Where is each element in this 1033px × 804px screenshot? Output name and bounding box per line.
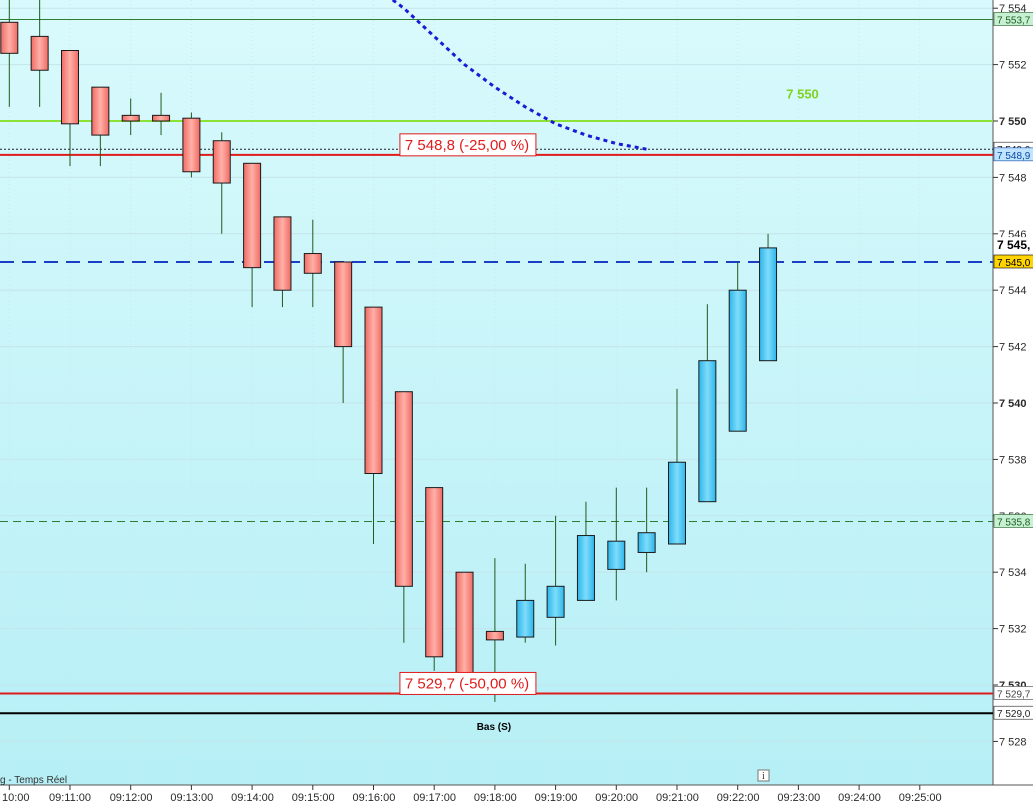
price-tag — [993, 254, 1033, 269]
x-tick-label: 09:14:00 — [231, 792, 274, 804]
price-tag — [993, 686, 1033, 700]
y-tick-label: 7 534 — [999, 567, 1027, 579]
last-price-label: 7 545, — [997, 238, 1030, 252]
y-tick-label: 7 542 — [999, 342, 1027, 354]
price-tag-label: 7 553,7 — [997, 15, 1031, 26]
price-tag-label: 7 535,8 — [997, 517, 1031, 528]
candle-bearish[interactable] — [0, 21, 19, 54]
candle-bearish[interactable] — [455, 571, 474, 678]
last-price-tag — [994, 237, 1033, 253]
candle-bullish[interactable] — [516, 599, 535, 638]
x-tick-label: 09:25:00 — [899, 792, 942, 804]
candle-bearish[interactable] — [182, 117, 201, 173]
info-icon-glyph: i — [762, 771, 765, 782]
price-tag-label: 7 548,9 — [997, 151, 1031, 162]
y-tick-label: 7 538 — [999, 454, 1027, 466]
status-label: g - Temps Réel — [0, 775, 67, 786]
price-tag — [993, 705, 1033, 720]
candle-bullish[interactable] — [728, 289, 747, 432]
low-label: Bas (S) — [477, 722, 511, 733]
price-tag-label: 7 529,7 — [997, 689, 1031, 700]
retracement-label-box — [399, 671, 537, 695]
candle-bearish[interactable] — [152, 114, 171, 122]
plot-area — [0, 0, 993, 785]
candle-bearish[interactable] — [212, 140, 231, 184]
info-icon[interactable] — [757, 769, 770, 782]
candle-bullish[interactable] — [698, 360, 717, 503]
candle-bearish[interactable] — [334, 261, 353, 348]
candle-bullish[interactable] — [668, 461, 686, 545]
y-tick-label: 7 532 — [999, 624, 1027, 636]
retracement-label: 7 529,7 (-50,00 %) — [405, 675, 529, 692]
time-axis — [0, 785, 1033, 804]
x-tick-label: 10:00 — [2, 792, 30, 804]
price-tag — [993, 147, 1033, 162]
x-tick-label: 09:19:00 — [535, 792, 578, 804]
candle-bearish[interactable] — [364, 306, 383, 474]
price-tag-label: 7 545,0 — [997, 258, 1031, 269]
x-tick-label: 09:21:00 — [656, 792, 699, 804]
x-tick-label: 09:24:00 — [838, 792, 881, 804]
x-tick-label: 09:12:00 — [110, 792, 153, 804]
candle-bearish[interactable] — [91, 86, 110, 136]
candle-bearish[interactable] — [303, 253, 322, 274]
candle-bearish[interactable] — [485, 630, 504, 641]
candle-bullish[interactable] — [546, 585, 565, 618]
candle-bearish[interactable] — [30, 35, 49, 71]
candle-bullish[interactable] — [576, 535, 595, 601]
retracement-label-box — [399, 133, 537, 157]
x-tick-label: 09:18:00 — [474, 792, 517, 804]
x-tick-label: 09:17:00 — [413, 792, 456, 804]
candle-bullish[interactable] — [637, 532, 656, 553]
x-tick-label: 09:20:00 — [595, 792, 638, 804]
x-tick-label: 09:23:00 — [777, 792, 820, 804]
candle-bearish[interactable] — [61, 50, 79, 125]
y-tick-label: 7 550 — [999, 116, 1027, 128]
price-tag-label: 7 529,0 — [997, 709, 1031, 720]
price-axis — [993, 0, 1033, 804]
retracement-label: 7 548,8 (-25,00 %) — [405, 137, 529, 154]
x-tick-label: 09:11:00 — [49, 792, 91, 804]
y-tick-label: 7 528 — [999, 736, 1027, 748]
candle-bullish[interactable] — [759, 247, 778, 362]
level-label: 7 550 — [786, 86, 819, 101]
y-tick-label: 7 552 — [999, 60, 1027, 72]
dotted-curve — [390, 0, 647, 151]
x-tick-label: 09:16:00 — [353, 792, 396, 804]
candle-bearish[interactable] — [243, 162, 262, 269]
y-tick-label: 7 548 — [999, 172, 1027, 184]
candle-bearish[interactable] — [425, 487, 444, 658]
x-tick-label: 09:15:00 — [292, 792, 335, 804]
price-tag — [993, 12, 1033, 26]
candle-bullish[interactable] — [607, 540, 626, 570]
price-tag — [993, 514, 1033, 528]
y-tick-label: 7 544 — [999, 285, 1027, 297]
candle-bearish[interactable] — [273, 216, 292, 291]
candle-bearish[interactable] — [121, 114, 140, 122]
y-tick-label: 7 540 — [999, 398, 1027, 410]
candle-bearish[interactable] — [394, 391, 413, 587]
x-tick-label: 09:13:00 — [170, 792, 213, 804]
x-tick-label: 09:22:00 — [717, 792, 760, 804]
